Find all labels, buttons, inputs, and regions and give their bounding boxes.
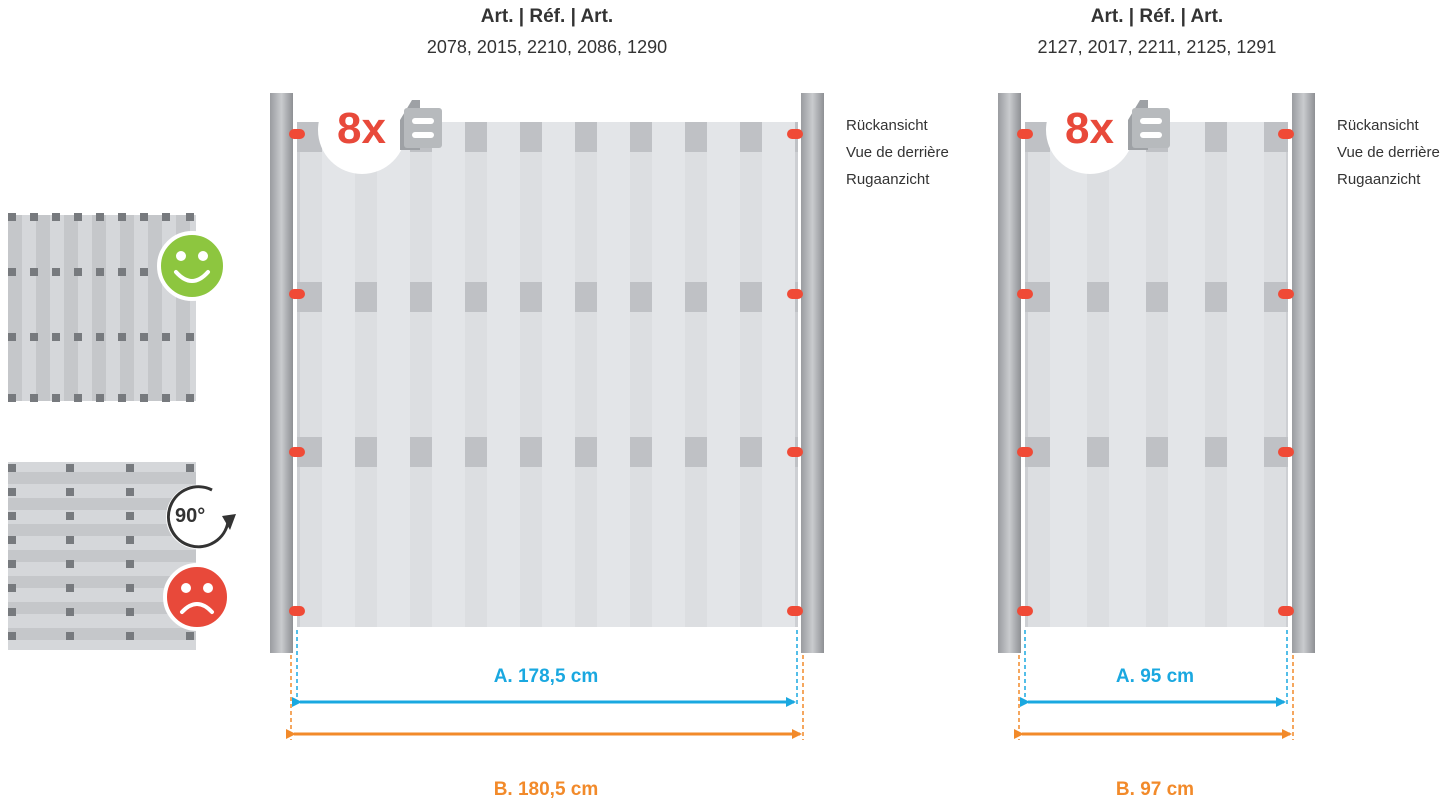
post-right: [801, 93, 824, 653]
view-labels-2: Rückansicht Vue de derrière Rugaanzicht: [1337, 112, 1440, 193]
rotation-label: 90°: [175, 505, 206, 527]
measure-b-1: B. 180,5 cm: [493, 779, 599, 800]
bracket-count-1: 8x: [337, 104, 386, 153]
post-right-small: [1292, 93, 1315, 653]
bracket-markers-small: [1017, 129, 1294, 616]
fence-panel-large: [297, 122, 798, 627]
happy-face-icon: [157, 231, 227, 301]
bracket-badge: [318, 86, 442, 174]
fence-panel-small: [1025, 122, 1288, 627]
measure-b-2: B. 97 cm: [1115, 779, 1195, 800]
view-label-fr: Vue de derrière: [846, 144, 949, 161]
wrong-orientation-sample: [8, 462, 196, 650]
bracket-count-2: 8x: [1065, 104, 1114, 153]
bracket-badge-small: [1046, 86, 1170, 174]
post-left: [270, 93, 293, 653]
measure-a-1: A. 178,5 cm: [493, 666, 599, 687]
view-label-nl: Rugaanzicht: [846, 171, 930, 188]
post-left-small: [998, 93, 1021, 653]
measure-a-2: A. 95 cm: [1115, 666, 1195, 687]
view-label-de: Rückansicht: [1337, 117, 1419, 134]
rotate-90-icon: [166, 485, 236, 549]
dimension-lines-large: [286, 630, 804, 740]
article-title-2: Art. | Réf. | Art.: [1090, 6, 1224, 27]
dimension-lines-small: [1014, 630, 1294, 740]
view-label-nl: Rugaanzicht: [1337, 171, 1421, 188]
sad-face-icon: [163, 563, 231, 631]
view-labels-1: Rückansicht Vue de derrière Rugaanzicht: [846, 112, 949, 193]
view-label-fr: Vue de derrière: [1337, 144, 1440, 161]
article-title-1: Art. | Réf. | Art.: [480, 6, 614, 27]
view-label-de: Rückansicht: [846, 117, 928, 134]
bracket-markers: [289, 129, 803, 616]
article-numbers-1: 2078, 2015, 2210, 2086, 1290: [426, 37, 668, 57]
article-numbers-2: 2127, 2017, 2211, 2125, 1291: [1037, 37, 1277, 57]
